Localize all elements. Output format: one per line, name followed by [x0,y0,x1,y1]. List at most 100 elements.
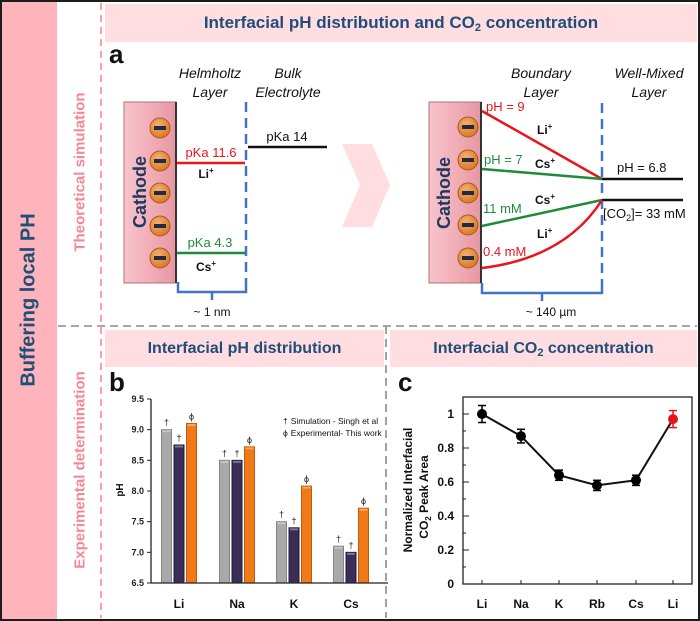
panel-b-label: b [109,367,125,397]
bar-marker: † [164,418,169,428]
y-tick-label: 8.0 [131,486,144,496]
bar [161,429,172,584]
bar-marker: † [176,433,181,443]
data-point [668,414,678,425]
bar-marker: ϕ [247,435,252,445]
category-label: Li [668,597,679,611]
y-axis-label-line2: CO2 Peak Area [417,455,433,539]
bar [345,551,357,584]
bar-marker: † [234,448,239,458]
bar-marker: ϕ [361,496,366,506]
panel-a-label: a [109,39,124,69]
bulk-ph-label: pH = 6.8 [617,160,667,175]
y-axis-label-line1: Normalized Interfacial [401,428,415,553]
legend-label: Experimental- This work [291,428,383,438]
li-ion-label: Li+ [537,122,553,137]
cs-co2-label: 11 mM [483,201,522,216]
y-axis-label-sub: 2 [424,516,433,521]
cs-ion-label: Cs+ [535,192,555,207]
bar [333,545,344,584]
category-label: Cs [343,597,359,611]
ion-symbol: Cs [196,260,212,274]
legend-entry: ϕ Experimental- This work [283,428,383,438]
bar-marker: † [336,534,341,544]
cs-ph-label: pH = 7 [484,152,523,167]
bar-highlight [187,424,196,427]
cathode-label: Cathode [130,156,150,228]
cathode-label: Cathode [434,157,454,229]
plot-frame [462,396,693,585]
bar-marker: ϕ [189,412,194,422]
legend-marker: † [283,416,288,426]
ion-symbol: Li [198,167,209,181]
legend-marker: ϕ [283,428,288,438]
li-co2-label: 0.4 mM [483,244,526,259]
bar [301,485,312,584]
category-label: Li [174,597,185,611]
y-axis-label: pH [115,483,126,496]
negative-charge-icon [149,215,171,237]
bulk-co2-prefix: [CO [603,206,626,221]
ion-charge: + [550,192,555,201]
bar-highlight [162,430,171,433]
negative-charge-icon [457,214,479,236]
panel-c-title: Interfacial CO2 concentration [390,330,697,367]
bar-highlight [233,460,241,463]
bar-highlight [290,528,298,531]
helmholtz-width-brace [176,282,248,300]
legend-entry: † Simulation - Singh et al [283,416,378,426]
bar-highlight [175,445,183,448]
ion-charge: + [211,259,216,268]
ion-charge: + [548,122,553,131]
data-point [631,475,641,486]
negative-charge-icon [457,182,479,204]
y-tick-label: 7.0 [131,547,144,557]
bulk-co2-sub: 2 [626,213,631,223]
cs-ion-label: Cs+ [535,156,555,171]
data-point [554,470,564,481]
ion-symbol: Li [537,227,548,241]
cs-co2-profile [481,198,603,228]
li-ph-profile [481,109,603,181]
ion-symbol: Cs [535,193,551,207]
cs-pka-label: pKa 4.3 [188,235,233,250]
y-tick-label: 1 [447,407,454,421]
bar [219,459,230,584]
y-tick-label: 0.8 [437,441,454,455]
data-point [477,409,487,419]
y-tick-label: 0.2 [437,543,454,557]
sidebar [2,2,57,619]
negative-charge-icon [457,149,479,171]
legend-label: Simulation - Singh et al [291,416,379,426]
bar [276,521,287,584]
li-co2-profile [481,199,604,270]
y-tick-label: 7.5 [131,517,144,527]
page-title: Interfacial pH distribution and CO2 conc… [105,4,697,42]
well-mixed-layer-label-1: Well-Mixed [615,65,685,81]
boundary-layer-label-2: Layer [523,84,559,100]
panel-c-label: c [398,367,412,397]
category-label: Cs [628,597,644,611]
negative-charge-icon [457,247,479,269]
li-ion-label: Li+ [198,166,214,181]
helmholtz-layer-label-2: Layer [192,84,228,100]
negative-charge-icon [149,117,171,139]
boundary-width-label: ~ 140 µm [526,305,577,319]
boundary-layer-diagram: Boundary Layer Well-Mixed Layer Cathode … [428,65,686,319]
cs-ph-profile [481,167,603,181]
helmholtz-layer-label-1: Helmholtz [179,65,241,81]
bar-marker: † [291,516,296,526]
bar-highlight [220,460,229,463]
bar-highlight [334,546,343,549]
panel-c-title-sub: 2 [537,347,544,359]
y-tick-label: 9.0 [131,425,144,435]
bulk-electrolyte-label-1: Bulk [274,65,302,81]
bar [288,527,300,584]
y-tick-label: 9.5 [131,394,144,404]
bar-marker: † [222,448,227,458]
bulk-co2-suffix: ]= 33 mM [631,206,686,221]
category-label: K [555,597,564,611]
bulk-co2-label: [CO2]= 33 mM [603,206,686,223]
